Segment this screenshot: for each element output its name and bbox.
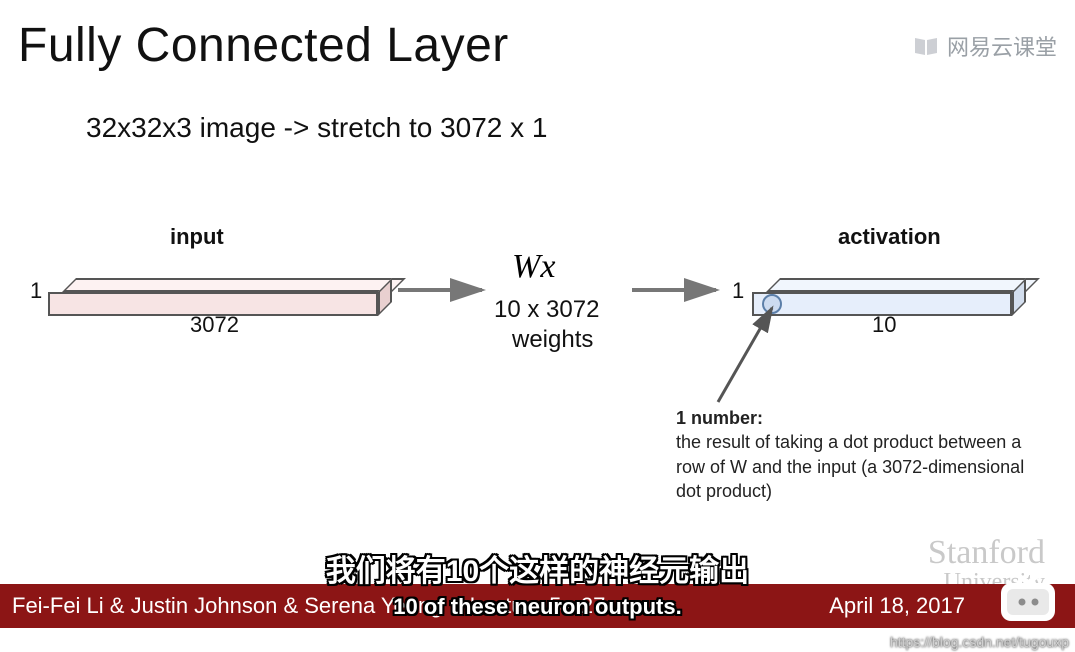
watermark: 网易云课堂 <box>913 30 1057 62</box>
watermark-text: 网易云课堂 <box>947 30 1057 62</box>
stanford-line1: Stanford <box>928 536 1045 570</box>
note-body: the result of taking a dot product betwe… <box>676 432 1024 501</box>
weights-dim: 10 x 3072 <box>494 296 599 324</box>
subtitle-english: 10 of these neuron outputs. <box>393 594 681 620</box>
dot-product-note: 1 number: the result of taking a dot pro… <box>676 406 1036 503</box>
activation-label: activation <box>838 224 941 250</box>
footer-authors: Fei-Fei Li & Justin Johnson & Serena Yeu… <box>12 593 443 619</box>
slide-frame: 网易云课堂 Fully Connected Layer 32x32x3 imag… <box>0 0 1075 652</box>
subtitle-chinese: 我们将有10个这样的神经元输出 <box>326 546 749 590</box>
activation-width-label: 10 <box>872 312 896 338</box>
wx-formula: Wx <box>512 248 555 286</box>
input-width-label: 3072 <box>190 312 239 338</box>
input-bar <box>48 278 392 316</box>
diagram: input 1 3072 Wx 10 x 3072 weights activa… <box>0 200 1075 520</box>
blog-url: https://blog.csdn.net/tugouxp <box>890 634 1069 650</box>
input-label: input <box>170 224 224 250</box>
arrow-input-to-wx <box>394 270 504 310</box>
input-height-label: 1 <box>30 278 42 304</box>
slide-subtitle: 32x32x3 image -> stretch to 3072 x 1 <box>86 112 548 144</box>
footer-date: April 18, 2017 <box>829 593 965 619</box>
note-head: 1 number: <box>676 408 763 428</box>
tv-icon[interactable] <box>995 569 1061 630</box>
book-icon <box>913 35 939 57</box>
slide-title: Fully Connected Layer <box>18 18 509 73</box>
weights-word: weights <box>512 326 593 354</box>
